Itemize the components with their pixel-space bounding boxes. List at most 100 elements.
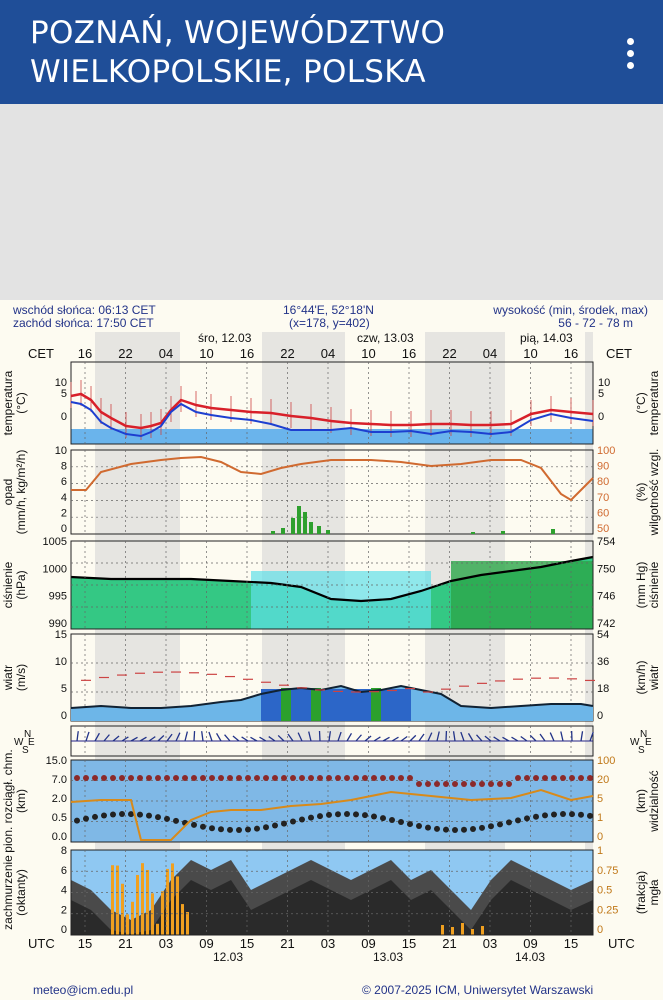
wind-tick: 0 [61,710,67,722]
pressure-mmhg-tick: 750 [597,563,615,575]
temp-tick-right: 5 [598,388,604,400]
cloud-base-dot [308,814,314,821]
tz-bottom-left: UTC [28,936,55,951]
precip-bar [281,528,285,534]
cloud-base-dot [74,817,80,824]
humidity-line [71,455,594,502]
cloud-top-dot [515,775,521,781]
cloud-top-dot [182,775,188,781]
cloud-top-dot [164,775,170,781]
cloud-base-dot [101,812,107,819]
wind-direction-arrow [418,733,425,742]
cloud-top-dot [191,775,197,781]
wind-direction-arrow [259,736,267,742]
hour-label-bottom: 15 [240,936,254,951]
wind-direction-arrow [287,733,294,742]
wind-direction-arrow [103,734,110,742]
cloud-top-dot [281,775,287,781]
axis-title-left-unit: (°C) [14,392,28,413]
pressure-mmhg-tick: 742 [597,618,615,630]
wind-direction-arrow [268,736,276,742]
hour-label-top: 10 [199,346,213,361]
day-label-top: śro, 12.03 [198,331,252,345]
fog-bar [121,883,124,935]
fog-bar [131,901,134,935]
cloud-base-dot [290,818,296,825]
wind-tick: 15 [55,629,67,641]
fog-bar [451,927,454,935]
wind-direction-arrow [297,732,303,742]
cloud-base-dot [479,824,485,831]
cloud-base-dot [434,825,440,832]
cloud-top-dot [470,781,476,787]
cloud-top-dot [389,775,395,781]
wind-direction-arrow [175,732,181,742]
height-values: 56 - 72 - 78 m [558,316,633,330]
wind-direction-arrow [493,736,501,742]
fog-bar [181,904,184,935]
hour-label-top: 10 [523,346,537,361]
axis-title-right-unit: (°C) [634,392,648,413]
fog-bar [166,868,169,935]
fog-bar [171,863,174,935]
cloud-base-dot [362,812,368,819]
tz-bottom-right: UTC [608,936,635,951]
cloud-top-dot [569,775,575,781]
hour-label-top: 04 [159,346,173,361]
wind-direction-arrow [328,731,332,742]
hour-label-top: 22 [280,346,294,361]
wind-direction-arrow [94,732,100,742]
wind-direction-arrow [467,733,474,742]
axis-title-right: wilgotność wzgl. [647,449,661,537]
cloudbase-tick: 0.0 [52,831,67,843]
temp-tick-left: 10 [55,377,67,389]
cloud-top-dot [407,775,413,781]
wind-direction-arrow [539,733,546,742]
cloud-top-dot [452,781,458,787]
wind-direction-arrow [241,736,249,742]
cloud-top-dot [443,781,449,787]
cloud-base-dot [389,816,395,823]
pressure-mmhg-tick: 754 [597,536,615,548]
axis-title-left: zachmurzenie [1,855,15,930]
wind-direction-arrow [400,735,408,742]
hour-label-bottom: 21 [442,936,456,951]
wind-direction-arrow [391,736,399,742]
cloud-base-dot [245,826,251,833]
hour-label-top: 22 [442,346,456,361]
precip-bar [471,532,475,534]
axis-title-right: wiatr [647,665,661,691]
day-label-bottom: 14.03 [515,950,545,964]
cloud-top-dot [353,775,359,781]
cloud-base-dot [200,823,206,830]
cloud-top-dot [542,775,548,781]
day-label-top: pią, 14.03 [520,331,573,345]
humidity-tick: 50 [597,523,609,535]
axis-title-right-unit: (km/h) [634,661,648,695]
coords-text: 16°44'E, 52°18'N [283,303,374,317]
cloud-top-dot [533,775,539,781]
compass-w-right: W [630,737,640,748]
cloud-base-dot [218,826,224,833]
wind-direction-arrow [76,731,79,742]
day-label-top: czw, 13.03 [357,331,414,345]
footer-copyright: © 2007-2025 ICM, Uniwersytet Warszawski [362,983,594,997]
footer-email[interactable]: meteo@icm.edu.pl [33,983,134,997]
cloud-base-dot [497,821,503,828]
cloud-top-dot [380,775,386,781]
day-label-bottom: 13.03 [373,950,403,964]
ad-placeholder [0,104,663,300]
fog-bar [161,891,164,935]
fog-bar [481,926,484,935]
axis-title-left: wiatr [1,665,15,691]
more-vert-icon[interactable] [625,38,635,70]
wind-direction-arrow [452,731,456,742]
fog-bar [126,914,129,935]
meteogram-chart: CET CET UTC UTC śro, 12.03 czw, 13.03 pią,… [1,331,661,964]
cloud-base-dot [128,811,134,818]
fog-tick: 0.25 [597,904,618,916]
sunrise-text: wschód słońca: 06:13 CET [13,303,156,317]
cloud-base-dot [209,825,215,832]
cloud-base-dot [173,817,179,824]
visibility-tick: 20 [597,774,609,786]
